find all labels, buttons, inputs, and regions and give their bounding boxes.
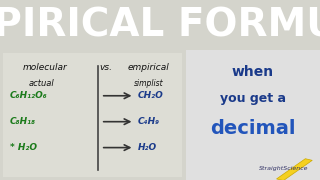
Polygon shape bbox=[276, 159, 312, 180]
Bar bbox=[3, 53, 182, 177]
Text: vs.: vs. bbox=[99, 63, 112, 72]
Text: empirical: empirical bbox=[128, 63, 170, 72]
Bar bbox=[186, 50, 320, 180]
Text: molecular: molecular bbox=[22, 63, 67, 72]
Text: EMPIRICAL FORMULA: EMPIRICAL FORMULA bbox=[0, 6, 320, 44]
Text: CH₂O: CH₂O bbox=[138, 91, 163, 100]
Text: actual: actual bbox=[29, 79, 54, 88]
Text: you get a: you get a bbox=[220, 92, 286, 105]
Text: C₄H₉: C₄H₉ bbox=[138, 117, 160, 126]
Text: StraightScience: StraightScience bbox=[259, 166, 309, 171]
Text: decimal: decimal bbox=[210, 119, 296, 138]
Text: simplist: simplist bbox=[134, 79, 164, 88]
Text: C₈H₁₈: C₈H₁₈ bbox=[10, 117, 36, 126]
Text: C₆H₁₂O₆: C₆H₁₂O₆ bbox=[10, 91, 47, 100]
Text: H₂O: H₂O bbox=[138, 143, 157, 152]
Text: * H₂O: * H₂O bbox=[10, 143, 36, 152]
Text: when: when bbox=[232, 66, 274, 79]
Bar bbox=[0, 50, 186, 180]
